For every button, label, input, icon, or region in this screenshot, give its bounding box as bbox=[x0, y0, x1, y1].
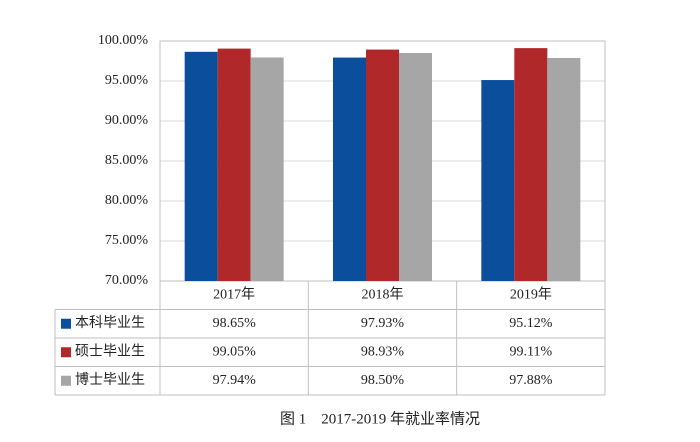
y-tick-label: 90.00% bbox=[105, 113, 149, 128]
bar bbox=[250, 57, 284, 282]
table-value: 97.93% bbox=[361, 316, 405, 331]
y-tick-label: 80.00% bbox=[105, 193, 149, 208]
bar bbox=[399, 53, 432, 281]
table-value: 97.94% bbox=[213, 373, 257, 388]
bar bbox=[547, 57, 581, 282]
y-tick-label: 100.00% bbox=[98, 33, 149, 48]
bar bbox=[184, 51, 218, 281]
bar bbox=[481, 80, 515, 281]
table-value: 98.50% bbox=[361, 373, 405, 388]
table-value: 97.88% bbox=[509, 373, 553, 388]
y-tick-label: 85.00% bbox=[105, 153, 149, 168]
legend-label: 本科毕业生 bbox=[75, 315, 145, 331]
bar bbox=[217, 48, 251, 281]
legend-label: 博士毕业生 bbox=[75, 371, 145, 388]
table-value: 98.93% bbox=[361, 344, 405, 359]
table-value: 99.11% bbox=[510, 344, 553, 359]
x-tick-label: 2018年 bbox=[362, 286, 404, 302]
x-tick-label: 2017年 bbox=[213, 286, 255, 302]
chart-title: 图 1 2017-2019 年就业率情况 bbox=[280, 410, 480, 427]
y-tick-label: 75.00% bbox=[105, 233, 149, 248]
table-value: 95.12% bbox=[509, 316, 553, 331]
bar bbox=[366, 49, 399, 282]
table-value: 98.65% bbox=[213, 316, 257, 331]
legend-swatch bbox=[61, 347, 71, 358]
bar bbox=[514, 48, 548, 282]
x-tick-label: 2019年 bbox=[510, 286, 552, 302]
legend-swatch bbox=[61, 318, 71, 329]
bar bbox=[333, 57, 366, 282]
legend-swatch bbox=[61, 375, 71, 386]
y-tick-label: 95.00% bbox=[105, 73, 149, 88]
legend-label: 硕士毕业生 bbox=[75, 343, 145, 359]
table-value: 99.05% bbox=[213, 344, 257, 359]
y-tick-label: 70.00% bbox=[105, 273, 149, 288]
